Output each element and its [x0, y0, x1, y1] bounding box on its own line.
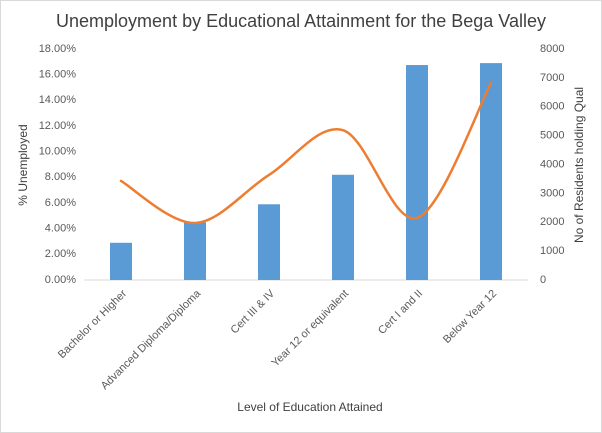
y2-axis-title: No of Residents holding Qual [572, 87, 586, 243]
y2-tick-label: 6000 [540, 101, 564, 113]
y-axis-title: % Unemployed [16, 124, 30, 205]
y2-tick-label: 5000 [540, 130, 564, 142]
y2-tick-label: 2000 [540, 216, 564, 228]
bar [480, 63, 502, 280]
y2-tick-label: 3000 [540, 187, 564, 199]
bar [332, 174, 354, 280]
y-tick-label: 8.00% [45, 171, 76, 183]
x-axis-title: Level of Education Attained [237, 400, 382, 414]
y2-tick-label: 0 [540, 274, 546, 286]
y2-tick-label: 7000 [540, 72, 564, 84]
y2-tick-label: 8000 [540, 43, 564, 55]
bar [110, 242, 132, 280]
y-tick-label: 14.00% [39, 94, 77, 106]
y-tick-label: 10.00% [39, 146, 77, 158]
y-tick-label: 4.00% [45, 223, 76, 235]
bar [184, 222, 206, 280]
y2-tick-label: 4000 [540, 158, 564, 170]
bar [406, 65, 428, 281]
y-tick-label: 12.00% [39, 120, 77, 132]
chart-title: Unemployment by Educational Attainment f… [56, 11, 546, 31]
y-tick-label: 2.00% [45, 248, 76, 260]
bar [258, 204, 280, 280]
y-tick-label: 18.00% [39, 43, 77, 55]
y-tick-label: 0.00% [45, 274, 76, 286]
y-tick-label: 16.00% [39, 69, 77, 81]
y-tick-label: 6.00% [45, 197, 76, 209]
y2-tick-label: 1000 [540, 245, 564, 257]
line [119, 81, 493, 225]
